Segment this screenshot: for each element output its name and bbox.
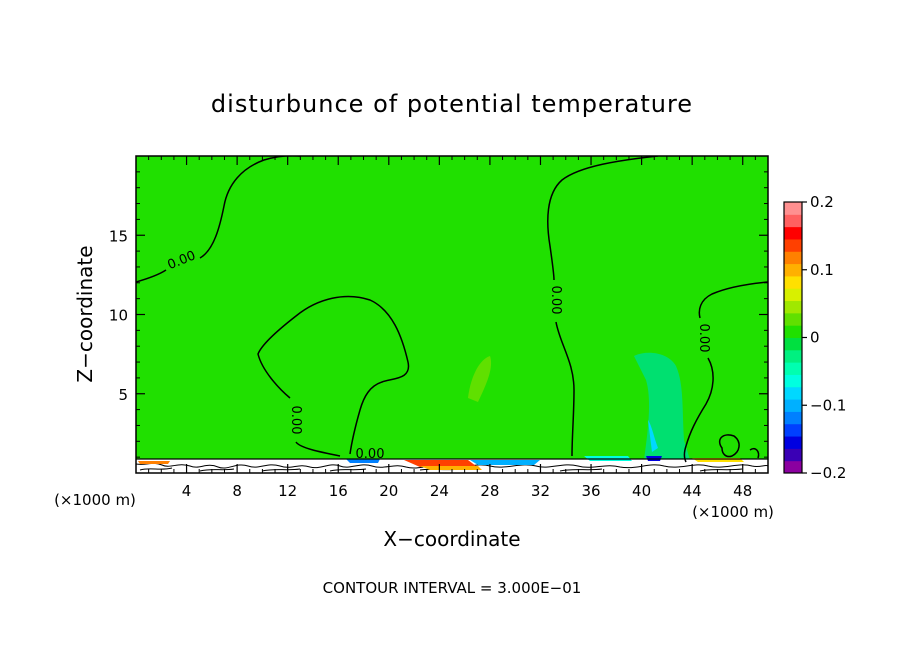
x-tick-label: 12	[278, 482, 297, 500]
contour-line-1	[257, 295, 410, 457]
y-tick-label: 15	[109, 227, 128, 245]
colorbar-swatch	[784, 386, 802, 400]
colorbar-swatch	[784, 238, 802, 252]
x-tick-label: 44	[683, 482, 702, 500]
ground-layer-noise	[136, 462, 768, 469]
x-tick-label: 20	[379, 482, 398, 500]
contour-label: 0.00	[356, 447, 385, 462]
plot-area: 0.00 0.00 0.00 0.00 0.00	[135, 155, 769, 474]
colorbar-swatch	[784, 263, 802, 277]
warm-surface-streak	[404, 460, 476, 467]
x-tick-label: 28	[480, 482, 499, 500]
colorbar-tick-label: −0.2	[810, 464, 846, 482]
colorbar-tick-label: −0.1	[810, 396, 846, 414]
colorbar-swatch	[784, 411, 802, 425]
colorbar-swatch	[784, 349, 802, 363]
colorbar-swatch	[784, 288, 802, 302]
colorbar-swatch	[784, 325, 802, 338]
contour-label: 0.00	[288, 406, 303, 435]
contour-line-0	[136, 156, 300, 283]
colorbar-swatch	[784, 226, 802, 240]
y-tick-label: 5	[118, 386, 128, 404]
x-unit-label: (×1000 m)	[54, 491, 136, 509]
colorbar-swatch	[784, 399, 802, 412]
x-tick-label: 16	[329, 482, 348, 500]
contour-line-2	[547, 156, 659, 457]
x-axis-title: X−coordinate	[383, 527, 520, 551]
contour-interval-note: CONTOUR INTERVAL = 3.000E−01	[323, 579, 582, 597]
x-tick-label: 8	[232, 482, 242, 500]
colorbar-tick-label: 0.2	[810, 193, 834, 211]
colorbar-swatch	[784, 362, 802, 375]
y-axis: 5 10 15	[109, 171, 768, 458]
x-tick-label: 4	[182, 482, 192, 500]
x-tick-label: 36	[581, 482, 600, 500]
colorbar-swatch	[784, 460, 802, 474]
colorbar-swatch	[784, 337, 802, 351]
x-tick-label: 24	[430, 482, 449, 500]
contour-label: 0.00	[696, 324, 711, 353]
colorbar-swatch	[784, 448, 802, 462]
contour-label: 0.00	[548, 286, 563, 315]
colorbar-swatch	[784, 300, 802, 314]
negative-anomaly-plume	[634, 352, 690, 460]
chart-title: disturbunce of potential temperature	[211, 90, 693, 118]
x-tick-label: 40	[632, 482, 651, 500]
positive-anomaly-patch	[468, 356, 492, 402]
colorbar-swatch	[784, 374, 802, 388]
x-tick-label: 48	[733, 482, 752, 500]
x-tick-label: 32	[531, 482, 550, 500]
colorbar-swatch	[784, 312, 802, 326]
negative-anomaly-core	[648, 420, 658, 452]
colorbar-tick-label: 0	[810, 329, 820, 347]
colorbar-swatch	[784, 251, 802, 265]
cold-surface-streak	[470, 460, 540, 465]
colorbar: 0.2 0.1 0 −0.1 −0.2	[783, 193, 846, 482]
contour-line-4	[718, 434, 740, 458]
y-tick-label: 10	[109, 307, 128, 325]
colorbar-swatch	[784, 202, 802, 215]
colorbar-swatch	[784, 436, 802, 449]
colorbar-swatch	[784, 423, 802, 437]
colorbar-swatch	[784, 275, 802, 289]
colorbar-tick-label: 0.1	[810, 261, 834, 279]
contour-line-3	[683, 281, 768, 463]
x-axis: 4 8 12 16 20 24 28 32 36 40 44 48	[148, 156, 756, 500]
x-unit-label-right: (×1000 m)	[692, 503, 774, 521]
y-axis-title: Z−coordinate	[73, 245, 97, 382]
colorbar-swatch	[784, 214, 802, 228]
